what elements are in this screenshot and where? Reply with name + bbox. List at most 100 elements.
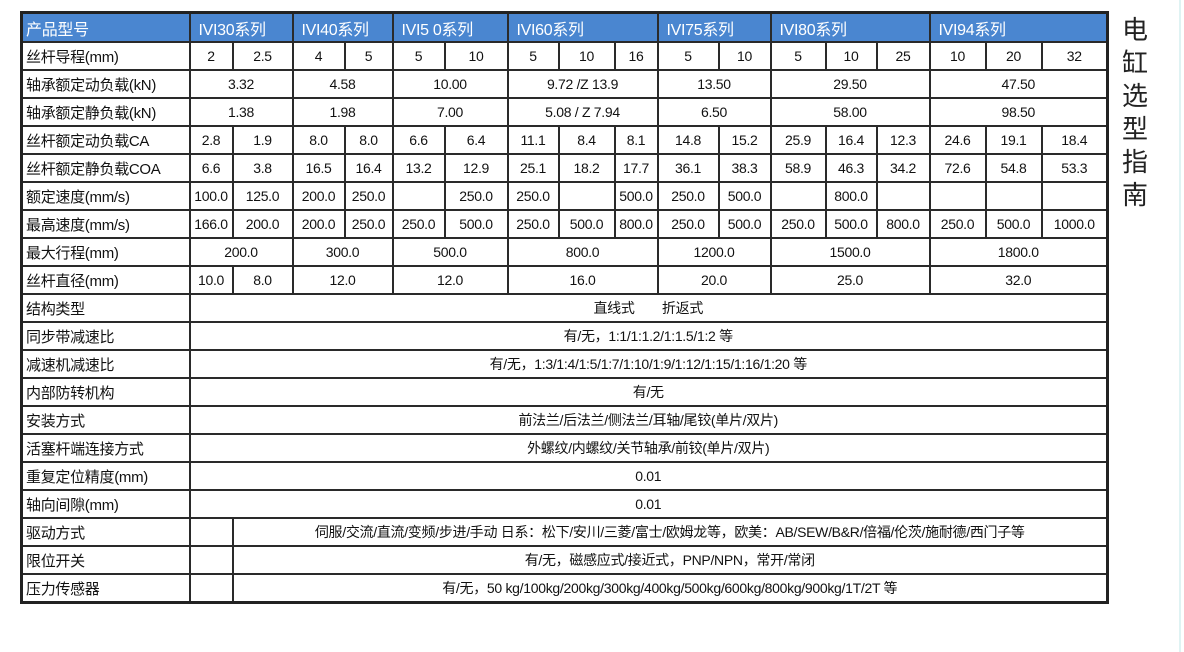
table-cell: 10 (717, 41, 772, 71)
empty-cell (188, 545, 234, 575)
table-cell: 5 (391, 41, 446, 71)
table-cell: 6.4 (443, 125, 509, 155)
series-header: IVI40系列 (291, 11, 394, 43)
table-cell: 500.0 (984, 209, 1043, 239)
table-cell: 20 (984, 41, 1043, 71)
table-cell: 13.50 (656, 69, 772, 99)
table-cell: 32.0 (928, 265, 1109, 295)
row-label: 同步带减速比 (20, 321, 191, 351)
row-label: 压力传感器 (20, 573, 191, 604)
table-cell: 13.2 (391, 153, 446, 183)
table-cell: 有/无，磁感应式/接近式，PNP/NPN，常开/常闭 (231, 545, 1109, 575)
series-header: IVI60系列 (506, 11, 659, 43)
table-cell: 8.4 (557, 125, 616, 155)
row-label: 减速机减速比 (20, 349, 191, 379)
table-cell: 25.0 (769, 265, 931, 295)
table-cell: 800.0 (875, 209, 931, 239)
table-cell: 8.0 (291, 125, 346, 155)
table-cell: 250.0 (391, 209, 446, 239)
row-label: 轴承额定静负载(kN) (20, 97, 191, 127)
table-cell: 200.0 (291, 181, 346, 211)
table-cell: 10 (557, 41, 616, 71)
table-cell: 14.8 (656, 125, 720, 155)
table-cell: 12.0 (391, 265, 509, 295)
row-label: 内部防转机构 (20, 377, 191, 407)
table-cell: 100.0 (188, 181, 234, 211)
table-cell: 12.0 (291, 265, 394, 295)
series-header: IVI80系列 (769, 11, 931, 43)
table-cell: 16.5 (291, 153, 346, 183)
table-row: 限位开关 有/无，磁感应式/接近式，PNP/NPN，常开/常闭 (20, 545, 1109, 575)
table-cell: 8.0 (231, 265, 294, 295)
header-label: 产品型号 (20, 11, 191, 43)
table-cell: 12.9 (443, 153, 509, 183)
table-cell: 29.50 (769, 69, 931, 99)
table-cell: 2.8 (188, 125, 234, 155)
row-label: 丝杆额定静负载COA (20, 153, 191, 183)
table-cell: 18.4 (1040, 125, 1109, 155)
table-cell: 17.7 (613, 153, 659, 183)
table-cell: 36.1 (656, 153, 720, 183)
table-cell: 前法兰/后法兰/侧法兰/耳轴/尾铰(单片/双片) (188, 405, 1109, 435)
table-cell (984, 181, 1043, 211)
table-cell: 500.0 (613, 181, 659, 211)
table-cell: 10.00 (391, 69, 509, 99)
table-cell: 58.00 (769, 97, 931, 127)
table-cell: 125.0 (231, 181, 294, 211)
table-cell: 20.0 (656, 265, 772, 295)
table-cell: 6.6 (391, 125, 446, 155)
table-cell: 250.0 (656, 209, 720, 239)
table-row: 最大行程(mm) 200.0 300.0 500.0 800.0 1200.0 1500.0… (20, 237, 1109, 267)
table-cell: 250.0 (343, 181, 394, 211)
row-label: 轴承额定动负载(kN) (20, 69, 191, 99)
table-cell: 250.0 (506, 181, 560, 211)
row-label: 丝杆直径(mm) (20, 265, 191, 295)
table-cell: 38.3 (717, 153, 772, 183)
row-label: 丝杆额定动负载CA (20, 125, 191, 155)
table-cell: 1200.0 (656, 237, 772, 267)
table-cell: 5 (656, 41, 720, 71)
table-cell: 8.0 (343, 125, 394, 155)
table-cell (769, 181, 827, 211)
table-cell: 300.0 (291, 237, 394, 267)
row-label: 安装方式 (20, 405, 191, 435)
table-cell: 800.0 (506, 237, 659, 267)
row-label: 限位开关 (20, 545, 191, 575)
table-cell (928, 181, 987, 211)
table-cell: 2.5 (231, 41, 294, 71)
table-cell: 98.50 (928, 97, 1109, 127)
table-cell: 8.1 (613, 125, 659, 155)
table-row: 丝杆额定动负载CA 2.8 1.9 8.0 8.0 6.6 6.4 11.1 8.4 8.1 14.… (20, 125, 1109, 155)
table-cell: 4.58 (291, 69, 394, 99)
table-cell: 直线式 折返式 (188, 293, 1109, 323)
table-cell: 1500.0 (769, 237, 931, 267)
table-header-row: 产品型号 IVI30系列 IVI40系列 IVI5 0系列 IVI60系列 IVI75系列… (20, 11, 1109, 43)
table-cell: 有/无，1:1/1:1.2/1:1.5/1:2 等 (188, 321, 1109, 351)
table-row: 轴向间隙(mm) 0.01 (20, 489, 1109, 519)
table-row: 丝杆直径(mm) 10.0 8.0 12.0 12.0 16.0 20.0 25.0 32.0 (20, 265, 1109, 295)
table-cell: 有/无，1:3/1:4/1:5/1:7/1:10/1:9/1:12/1:15/1… (188, 349, 1109, 379)
table-cell: 500.0 (443, 209, 509, 239)
table-cell: 1800.0 (928, 237, 1109, 267)
table-row: 活塞杆端连接方式 外螺纹/内螺纹/关节轴承/前铰(单片/双片) (20, 433, 1109, 463)
table-cell (875, 181, 931, 211)
table-cell: 25.9 (769, 125, 827, 155)
table-cell: 25 (875, 41, 931, 71)
table-cell: 250.0 (343, 209, 394, 239)
table-cell: 3.32 (188, 69, 294, 99)
table-row: 减速机减速比 有/无，1:3/1:4/1:5/1:7/1:10/1:9/1:12/… (20, 349, 1109, 379)
table-cell: 7.00 (391, 97, 509, 127)
row-label: 最大行程(mm) (20, 237, 191, 267)
table-row: 轴承额定静负载(kN) 1.38 1.98 7.00 5.08 / Z 7.94 6.50… (20, 97, 1109, 127)
table-cell: 250.0 (506, 209, 560, 239)
table-cell (391, 181, 446, 211)
table-cell: 800.0 (613, 209, 659, 239)
row-label: 重复定位精度(mm) (20, 461, 191, 491)
row-label: 额定速度(mm/s) (20, 181, 191, 211)
table-cell: 3.8 (231, 153, 294, 183)
table-cell: 800.0 (824, 181, 878, 211)
table-cell: 166.0 (188, 209, 234, 239)
table-row: 最高速度(mm/s) 166.0 200.0 200.0 250.0 250.0 500.0… (20, 209, 1109, 239)
table-cell: 25.1 (506, 153, 560, 183)
table-cell: 1.9 (231, 125, 294, 155)
